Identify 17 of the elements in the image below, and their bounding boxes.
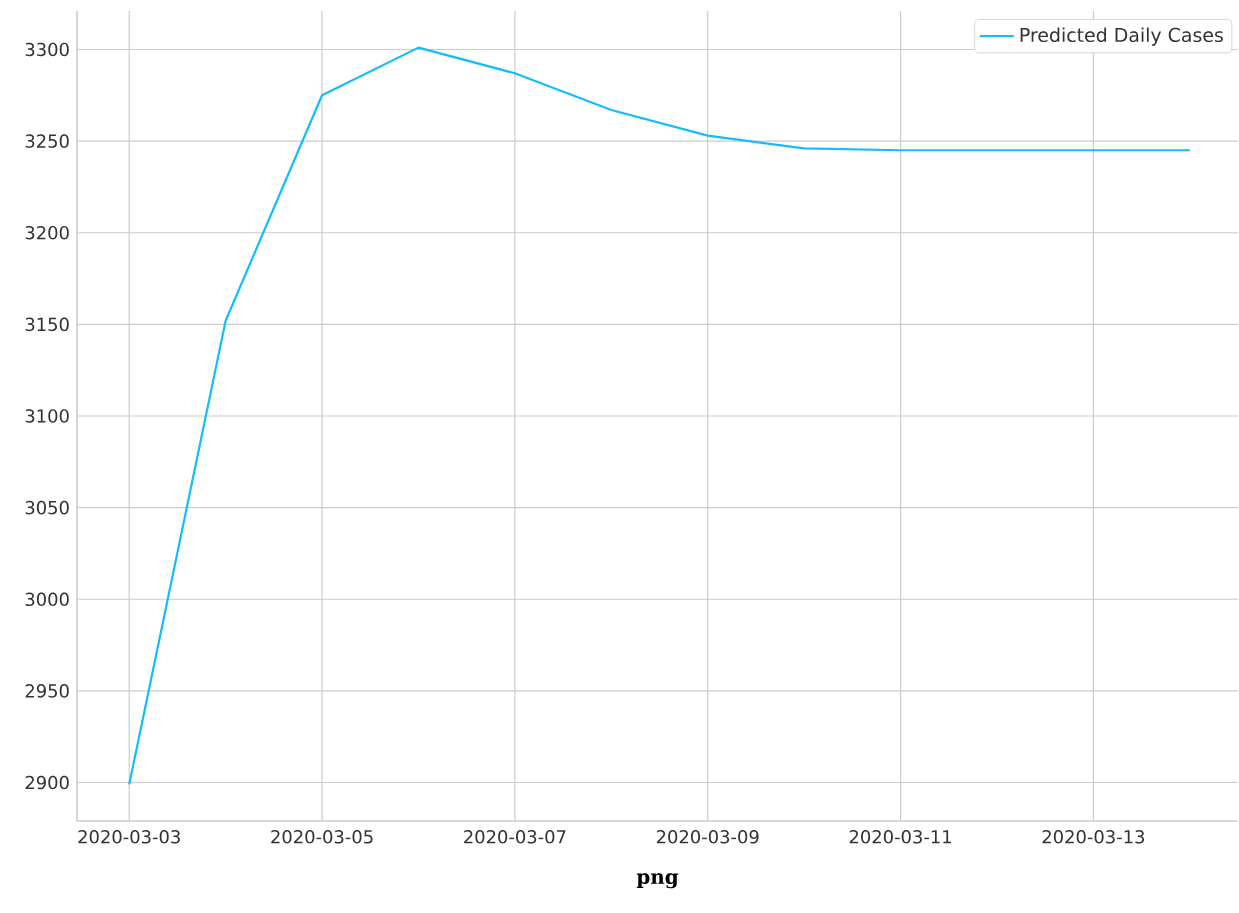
x-tick-label: 2020-03-13 <box>1042 830 1145 844</box>
y-tick-label: 2950 <box>25 684 69 698</box>
y-tick-label: 3300 <box>25 42 69 57</box>
y-tick-label: 3250 <box>25 134 69 148</box>
y-tick-label: 3200 <box>25 225 69 240</box>
x-axis-title: png <box>636 873 679 889</box>
y-tick-label: 3000 <box>25 592 69 607</box>
x-tick-label: 2020-03-07 <box>464 830 566 844</box>
x-tick-label: 2020-03-05 <box>271 830 373 844</box>
legend-label: Predicted Daily Cases <box>1020 27 1223 46</box>
y-tick-label: 3050 <box>25 500 69 515</box>
x-tick-label: 2020-03-11 <box>849 830 951 844</box>
y-tick-label: 3100 <box>25 409 69 423</box>
y-tick-label: 2900 <box>25 775 69 790</box>
y-tick-label: 3150 <box>25 317 69 332</box>
x-tick-label: 2020-03-03 <box>78 830 180 844</box>
x-tick-label: 2020-03-09 <box>656 830 759 844</box>
